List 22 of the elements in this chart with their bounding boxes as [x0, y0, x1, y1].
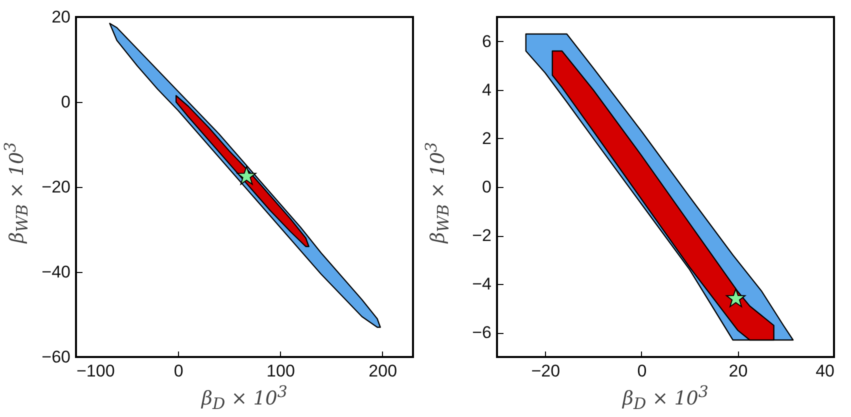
y-tick-label: −60 — [42, 348, 70, 366]
y-tick-label: 0 — [482, 178, 492, 196]
y-tick-label: −4 — [472, 274, 492, 294]
y-tick-label: −6 — [472, 323, 492, 342]
y-tick-label: 20 — [52, 8, 70, 26]
y-tick-label: 0 — [61, 92, 70, 112]
x-tick-label: 0 — [637, 362, 647, 380]
y-tick-label: −2 — [472, 226, 492, 246]
x-tick-label: 100 — [266, 362, 295, 380]
x-tick-label: 0 — [174, 362, 184, 380]
x-tick-label: −100 — [76, 362, 115, 380]
y-tick-label: 6 — [482, 32, 492, 51]
x-tick-label: 20 — [728, 362, 748, 380]
x-axis-title: β$_{D}$ × 10$^{3}$ — [621, 382, 710, 414]
x-tick-label: −20 — [531, 362, 560, 380]
y-tick-label: −40 — [42, 262, 70, 282]
y-tick-label: 2 — [482, 128, 492, 148]
x-tick-label: 40 — [816, 362, 834, 380]
y-tick-label: −20 — [42, 178, 70, 196]
x-axis-title: β$_{D}$ × 10$^{3}$ — [200, 382, 288, 414]
y-tick-label: 4 — [482, 80, 492, 100]
x-tick-label: 200 — [368, 362, 398, 380]
